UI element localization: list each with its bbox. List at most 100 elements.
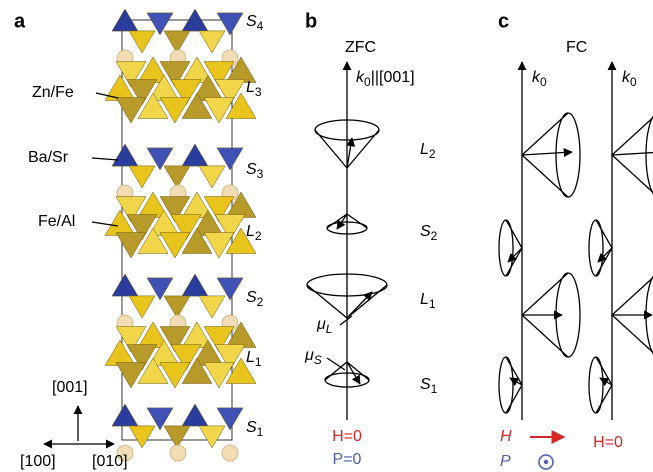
atom-label: Fe/Al [38, 213, 75, 230]
layer-label: S1 [246, 419, 264, 439]
subscript: 1 [429, 297, 436, 311]
mu-sub: S [314, 353, 322, 367]
letter: L [420, 141, 429, 158]
polyhedron [129, 296, 155, 318]
polyhedron [112, 144, 138, 166]
polyhedron [129, 426, 155, 448]
k-sub: 0 [540, 75, 547, 89]
layer-label: L2 [420, 141, 436, 161]
letter: S [246, 13, 257, 30]
cone-base [556, 113, 580, 197]
layer-label: L1 [420, 291, 436, 311]
letter: L [420, 291, 429, 308]
mu: μ [304, 347, 314, 364]
k-label: k0||[001] [356, 69, 415, 89]
letter: S [246, 419, 257, 436]
field-label: H=0 [332, 428, 362, 445]
layer-label: S3 [246, 161, 264, 181]
moment-arrow [522, 152, 572, 155]
letter: L [246, 79, 255, 96]
axis-label: [100] [20, 453, 56, 470]
leader [92, 158, 118, 160]
subscript: 3 [255, 85, 262, 99]
polyhedron [129, 31, 155, 53]
letter: L [246, 349, 255, 366]
cones: L2S2L1S1 [307, 120, 438, 396]
layer-label: L3 [246, 79, 262, 99]
cone [596, 357, 612, 413]
polyhedron [160, 363, 190, 389]
cone-base [589, 220, 603, 276]
subscript: 3 [257, 167, 264, 181]
cone-base [499, 357, 513, 413]
letter: S [246, 289, 257, 306]
polyhedron [116, 233, 146, 259]
polyhedron [160, 98, 190, 124]
polyhedron [116, 363, 146, 389]
polyhedron [182, 144, 208, 166]
polyhedron [116, 98, 146, 124]
layer-label: S2 [420, 223, 438, 243]
axis-label: [001] [52, 379, 88, 396]
cone-base [646, 113, 653, 197]
figure: a Zn/Fe Ba/Sr Fe/Al S4L3S3L2S2L1S1 [001]… [0, 0, 653, 472]
panel-title: FC [566, 39, 587, 56]
axis-label: [010] [92, 453, 128, 470]
subscript: 1 [257, 425, 264, 439]
moment-label: μL [316, 316, 332, 336]
subscript: 1 [431, 382, 438, 396]
k-label: k0 [622, 69, 637, 89]
leader [327, 358, 345, 370]
cone [506, 357, 522, 413]
layer-label: L2 [246, 223, 262, 243]
layer-label: S4 [246, 13, 264, 33]
polyhedron [204, 233, 234, 259]
k-label: k0 [532, 69, 547, 89]
subscript: 2 [255, 229, 262, 243]
pressure-label: P=0 [333, 451, 362, 468]
panel-label: c [498, 10, 509, 32]
field-label: H [500, 428, 512, 445]
polyhedron [160, 233, 190, 259]
subscript: 2 [431, 229, 438, 243]
cone [596, 220, 612, 276]
polyhedron [199, 31, 225, 53]
atom-label: Ba/Sr [28, 149, 69, 166]
pressure-label: P [500, 453, 511, 470]
letter: S [420, 223, 431, 240]
letter: L [246, 223, 255, 240]
atom [222, 445, 238, 461]
atom [170, 445, 186, 461]
subscript: 1 [255, 355, 262, 369]
mu: μ [316, 316, 326, 333]
cone-base [589, 357, 603, 413]
mu-sub: L [326, 322, 333, 336]
out-of-plane-symbol [544, 460, 548, 464]
k-sub: 0 [630, 75, 637, 89]
moment-label: μS [304, 347, 322, 367]
layer-label: S1 [420, 376, 438, 396]
k-rest: ||[001] [371, 69, 415, 86]
polyhedron [182, 274, 208, 296]
polyhedron [204, 98, 234, 124]
polyhedron [112, 274, 138, 296]
panel-title: ZFC [345, 39, 376, 56]
atom-label: Zn/Fe [32, 84, 74, 101]
cone [506, 220, 522, 276]
polyhedron [204, 363, 234, 389]
panel-label: a [14, 10, 26, 32]
field-label: H=0 [593, 434, 623, 451]
layer-label: L1 [246, 349, 262, 369]
polyhedron [199, 426, 225, 448]
polyhedron [182, 404, 208, 426]
subscript: 2 [429, 147, 436, 161]
subscript: 4 [257, 19, 264, 33]
letter: S [420, 376, 431, 393]
cone-base [499, 220, 513, 276]
letter: S [246, 161, 257, 178]
polyhedron [129, 166, 155, 188]
polyhedron [199, 166, 225, 188]
polyhedron [112, 404, 138, 426]
polyhedron [199, 296, 225, 318]
crystal-structure [105, 9, 256, 461]
